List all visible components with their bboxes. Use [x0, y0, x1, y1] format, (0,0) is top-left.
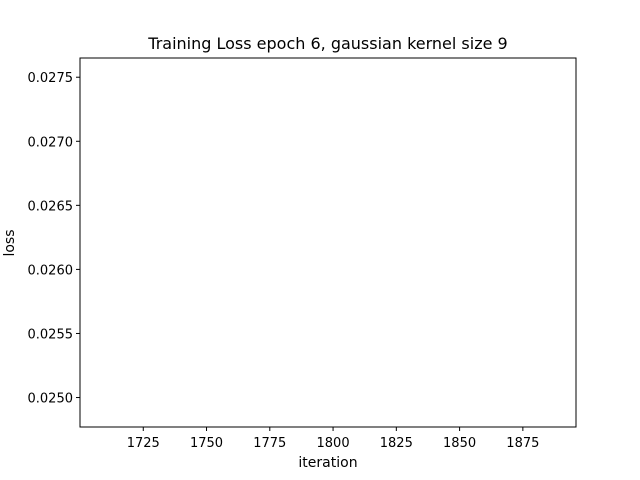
y-tick-label: 0.0255 — [28, 327, 74, 342]
plot-area — [79, 57, 577, 428]
x-tick-label: 1875 — [506, 436, 539, 451]
y-tick-label: 0.0265 — [28, 199, 74, 214]
y-axis: 0.0250 0.0255 0.0260 0.0265 0.0270 0.0275 — [28, 71, 80, 407]
x-tick-label: 1850 — [443, 436, 476, 451]
x-tick-label: 1800 — [317, 436, 350, 451]
y-tick-label: 0.0270 — [28, 135, 74, 150]
chart-title: Training Loss epoch 6, gaussian kernel s… — [147, 34, 507, 53]
x-axis-label: iteration — [298, 455, 357, 471]
y-tick-label: 0.0275 — [28, 71, 74, 86]
x-tick-label: 1825 — [380, 436, 413, 451]
y-tick-label: 0.0260 — [28, 263, 74, 278]
y-tick-label: 0.0250 — [28, 392, 74, 407]
x-tick-label: 1725 — [127, 436, 160, 451]
y-axis-label: loss — [2, 229, 18, 256]
x-axis: 1725 1750 1775 1800 1825 1850 1875 — [127, 427, 539, 451]
x-tick-label: 1775 — [253, 436, 286, 451]
x-tick-label: 1750 — [190, 436, 223, 451]
